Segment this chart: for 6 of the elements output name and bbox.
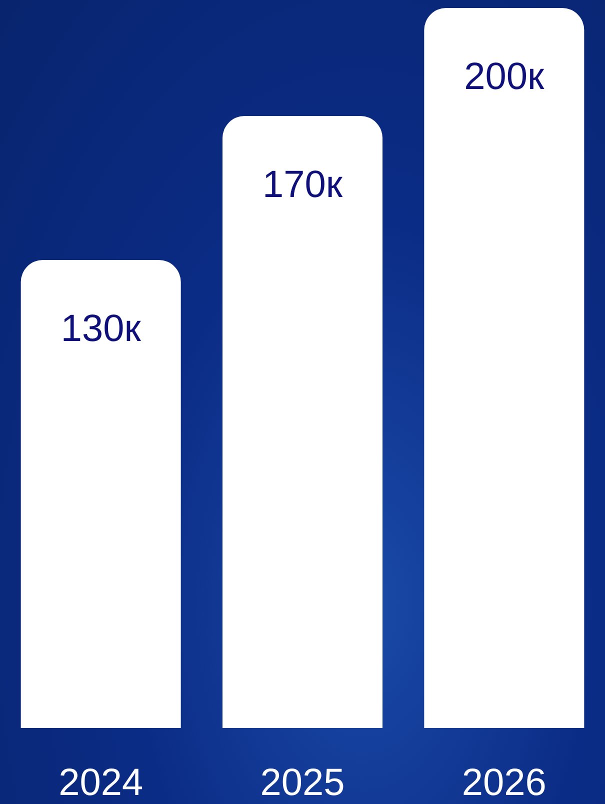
x-tick-label: 2024 — [58, 762, 144, 804]
data-label: 130к — [60, 308, 142, 350]
x-tick-label: 2025 — [260, 762, 345, 804]
data-label: 170к — [262, 164, 343, 206]
x-tick-label: 2026 — [462, 762, 546, 804]
data-label: 200к — [464, 56, 545, 98]
